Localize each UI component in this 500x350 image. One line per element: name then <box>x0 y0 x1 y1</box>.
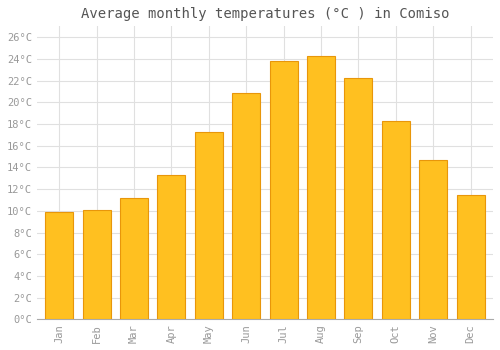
Bar <box>270 61 297 320</box>
Bar <box>195 132 223 320</box>
Bar <box>82 210 110 320</box>
Bar <box>344 78 372 320</box>
Bar <box>158 175 186 320</box>
Bar <box>307 56 335 320</box>
Title: Average monthly temperatures (°C ) in Comiso: Average monthly temperatures (°C ) in Co… <box>80 7 449 21</box>
Bar <box>232 92 260 320</box>
Bar <box>120 198 148 320</box>
Bar <box>382 121 410 320</box>
Bar <box>456 195 484 320</box>
Bar <box>45 212 74 320</box>
Bar <box>419 160 447 320</box>
